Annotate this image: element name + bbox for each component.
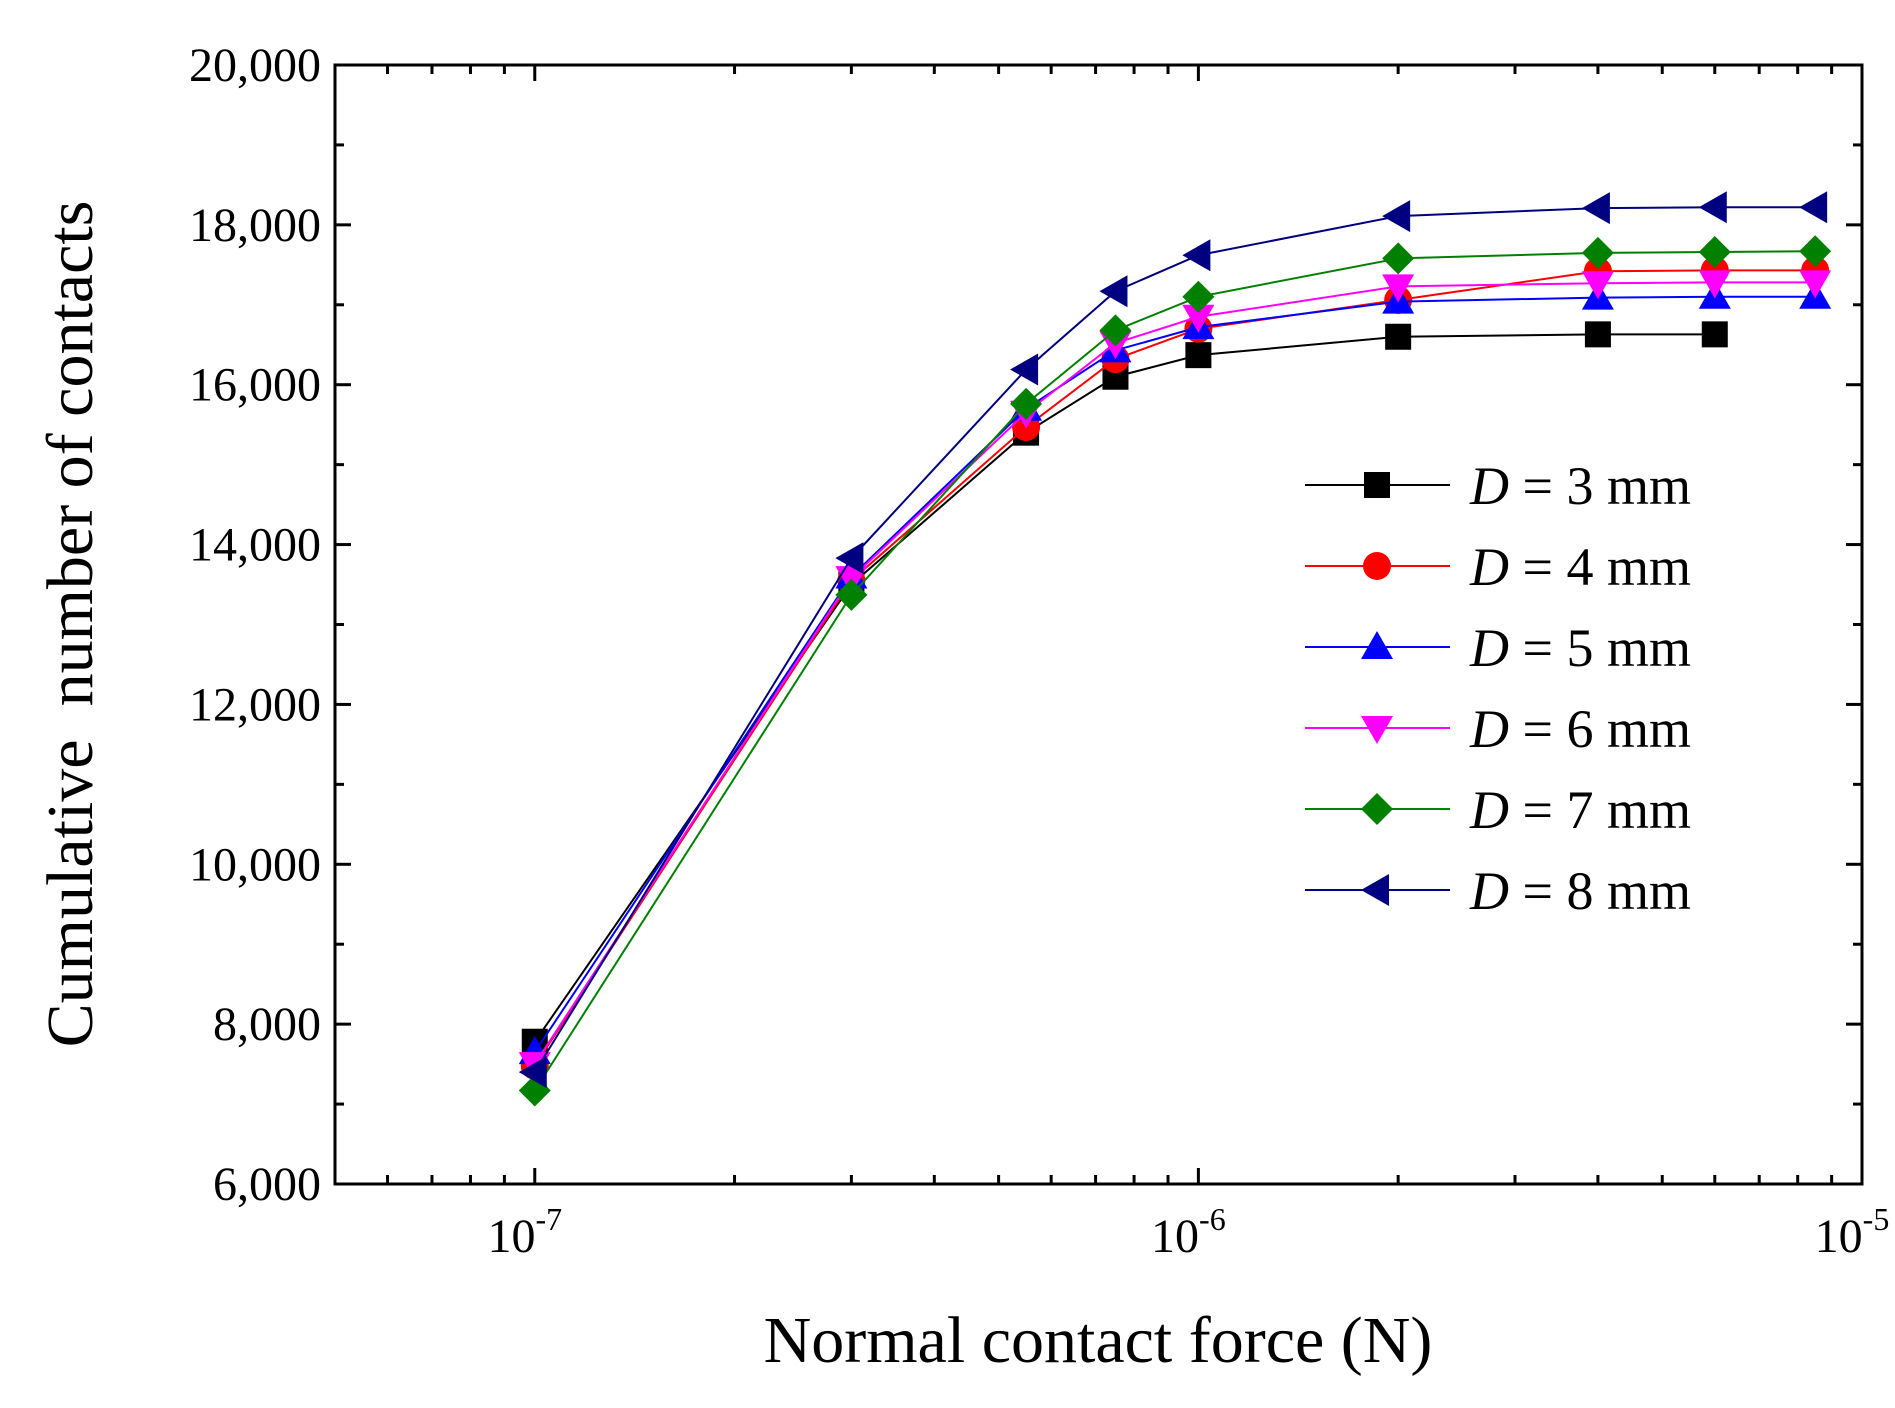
legend-label: D = 4 mm	[1469, 537, 1691, 597]
data-point	[1382, 200, 1411, 233]
legend-variable: D	[1469, 780, 1509, 840]
legend-variable: D	[1469, 861, 1509, 921]
data-point	[1385, 323, 1412, 350]
data-point	[1698, 270, 1731, 299]
data-point	[1584, 321, 1611, 348]
x-tick-exponent: -5	[1863, 1201, 1890, 1237]
series-8mm	[518, 191, 1828, 1089]
y-tick-label: 14,000	[189, 519, 321, 572]
x-axis-ticks: 10-7 10-6 10-5	[333, 65, 1890, 1263]
legend-variable: D	[1469, 537, 1509, 597]
legend-value: = 4 mm	[1509, 537, 1691, 597]
data-point	[1185, 342, 1212, 369]
legend-label: D = 7 mm	[1469, 780, 1691, 840]
x-tick-label: 10-6	[1151, 1201, 1226, 1263]
data-point	[1099, 275, 1128, 308]
data-point	[1698, 191, 1727, 224]
legend: D = 3 mmD = 4 mmD = 5 mmD = 6 mmD = 7 mm…	[1305, 456, 1691, 921]
legend-label: D = 8 mm	[1469, 861, 1691, 921]
y-tick-label: 20,000	[189, 39, 321, 92]
x-axis-title: Normal contact force (N)	[764, 1304, 1433, 1377]
series-3mm	[521, 321, 1728, 1055]
legend-label: D = 3 mm	[1469, 456, 1691, 516]
legend-value: = 8 mm	[1509, 861, 1691, 921]
legend-marker	[1361, 793, 1393, 825]
legend-label: D = 5 mm	[1469, 618, 1691, 678]
x-tick-exponent: -6	[1199, 1201, 1226, 1237]
y-tick-label: 18,000	[189, 199, 321, 252]
series-layer	[518, 191, 1832, 1107]
y-tick-label: 16,000	[189, 359, 321, 412]
legend-variable: D	[1469, 699, 1509, 759]
x-tick-base: 10	[1815, 1210, 1863, 1263]
data-point	[1382, 242, 1415, 275]
data-point	[1581, 192, 1610, 225]
legend-label: D = 6 mm	[1469, 699, 1691, 759]
x-tick-label: 10-7	[487, 1201, 562, 1263]
y-axis-title: Cumulative number of contacts	[34, 201, 107, 1048]
data-point	[1010, 353, 1039, 386]
data-point	[1010, 387, 1043, 420]
series-line	[533, 333, 1715, 1043]
data-point	[1382, 274, 1415, 303]
legend-marker	[1361, 631, 1393, 659]
y-tick-label: 8,000	[213, 998, 321, 1051]
legend-item: D = 3 mm	[1305, 456, 1691, 516]
x-tick-base: 10	[1151, 1210, 1199, 1263]
legend-marker	[1364, 472, 1390, 498]
data-point	[835, 578, 868, 611]
legend-item: D = 8 mm	[1305, 861, 1691, 921]
data-point	[518, 1056, 547, 1089]
x-tick-base: 10	[487, 1210, 535, 1263]
data-point	[1581, 236, 1614, 269]
x-tick-exponent: -7	[535, 1201, 562, 1237]
data-point	[1799, 235, 1832, 268]
data-point	[1182, 304, 1215, 333]
legend-variable: D	[1469, 456, 1509, 516]
data-point	[1799, 191, 1828, 224]
data-point	[1701, 321, 1728, 348]
legend-value: = 7 mm	[1509, 780, 1691, 840]
legend-value: = 3 mm	[1509, 456, 1691, 516]
legend-marker	[1363, 552, 1391, 580]
legend-item: D = 4 mm	[1305, 537, 1691, 597]
x-tick-label: 10-5	[1815, 1201, 1890, 1263]
y-tick-label: 10,000	[189, 838, 321, 891]
y-tick-label: 6,000	[213, 1158, 321, 1211]
data-point	[1799, 270, 1832, 299]
legend-value: = 6 mm	[1509, 699, 1691, 759]
legend-value: = 5 mm	[1509, 618, 1691, 678]
data-point	[835, 542, 864, 575]
data-point	[1099, 314, 1132, 347]
legend-marker	[1361, 874, 1389, 906]
data-point	[1182, 280, 1215, 313]
data-point	[1581, 271, 1614, 300]
legend-item: D = 6 mm	[1305, 699, 1691, 759]
legend-item: D = 7 mm	[1305, 780, 1691, 840]
legend-item: D = 5 mm	[1305, 618, 1691, 678]
legend-variable: D	[1469, 618, 1509, 678]
y-axis-ticks: 6,000 8,000 10,000 12,000 14,000 16,000 18,000…	[189, 39, 1862, 1211]
y-tick-label: 12,000	[189, 678, 321, 731]
data-point	[1698, 236, 1731, 269]
legend-marker	[1361, 716, 1393, 744]
data-point	[1182, 239, 1211, 272]
